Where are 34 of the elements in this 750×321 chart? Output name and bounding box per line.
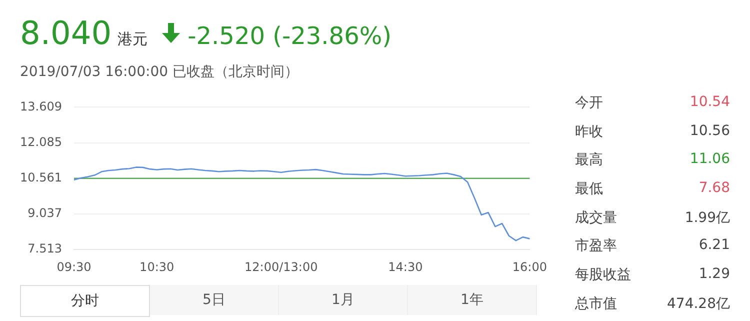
text: 474.28亿 [667,296,730,312]
y-tick-label: 7.513 [28,242,62,256]
x-tick-label: 10:30 [140,260,174,274]
text: 1.29 [698,266,730,282]
text: 6.21 [698,237,730,254]
category-label: 最高 [575,151,603,170]
chart-title: 8.040 [20,14,112,52]
text: -2.520 (-23.86%) [188,22,392,50]
text: 分时 [20,285,150,317]
y-tick-label: 9.037 [28,206,62,220]
text: 5日 [150,285,279,315]
category-label: 今开 [575,94,603,113]
x-tick-label: 12:00/13:00 [244,260,318,274]
text: 10.56 [690,122,730,139]
text: 1月 [279,285,408,315]
x-tick-label: 14:30 [388,260,423,274]
category-label: 成交量 [575,208,617,228]
x-tick-label: 09:30 [56,260,92,274]
text: 1年 [408,285,537,315]
category-label: 每股收益 [575,266,631,286]
text: 2019/07/03 16:00:00 已收盘（北京时间） [20,63,298,81]
x-tick-label: 16:00 [512,260,548,274]
category-label: 最低 [575,180,603,200]
text: 11.06 [690,151,730,168]
category-label: 市盈率 [575,237,617,256]
y-tick-label: 12.085 [20,134,62,149]
text: 1.99亿 [684,210,730,226]
category-label: 昨收 [575,122,603,142]
category-label: 总市值 [575,294,617,314]
text: 7.68 [698,180,730,196]
y-tick-label: 10.561 [20,170,62,185]
y-tick-label: 13.609 [20,99,62,114]
text: 10.54 [690,94,730,110]
text: 港元 [118,30,148,49]
